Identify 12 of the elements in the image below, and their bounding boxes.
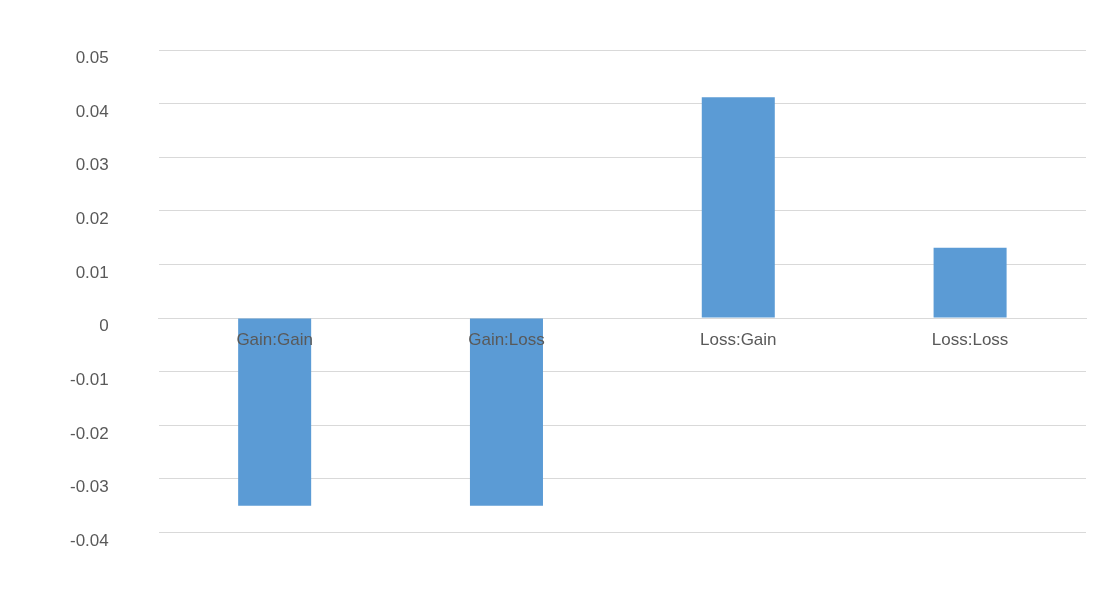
y-tick-label: -0.01: [70, 369, 109, 389]
y-tick-label: 0.05: [75, 48, 109, 68]
y-tick-label: -0.03: [70, 477, 109, 497]
y-tick-label: -0.04: [70, 530, 109, 550]
y-tick-label: 0.04: [75, 101, 109, 121]
y-tick-label: -0.02: [70, 423, 109, 443]
x-tick-label: Loss:Loss: [931, 330, 1009, 350]
y-tick-label: 0.01: [75, 262, 109, 282]
y-tick-label: 0.03: [75, 155, 109, 175]
y-tick-label: 0: [99, 316, 109, 336]
y-tick-label: 0.02: [75, 209, 109, 229]
x-tick-label: Loss:Gain: [700, 330, 777, 350]
